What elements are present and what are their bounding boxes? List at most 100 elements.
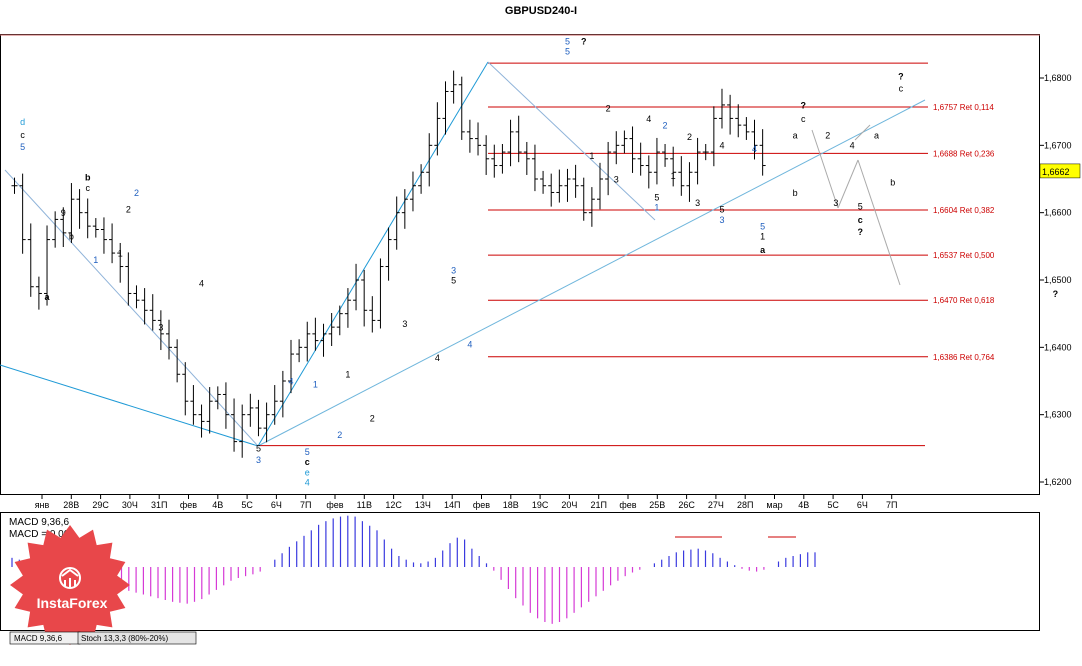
wave-label: 4 [719, 141, 724, 151]
ohlc-bar [710, 106, 717, 167]
ohlc-bar [458, 76, 465, 140]
ohlc-bar [466, 119, 473, 153]
wave-lines [0, 61, 926, 447]
wave-label: 2 [606, 104, 611, 114]
ohlc-bar [312, 317, 319, 351]
macd-value-label: MACD = 0,00 [9, 529, 70, 540]
ohlc-bar [239, 404, 246, 458]
wave-label: c [305, 457, 310, 467]
tab-stoch[interactable]: Stoch 13,3,3 (80%-20%) [81, 634, 168, 643]
ohlc-bar [613, 131, 620, 165]
ohlc-bar [231, 398, 238, 452]
ohlc-bar [174, 339, 181, 383]
ohlc-bar [247, 393, 254, 427]
wave-label: b [890, 178, 895, 188]
wave-label: 4 [850, 141, 855, 151]
ohlc-bar [702, 143, 709, 161]
wave-label: 1 [313, 380, 318, 390]
wave-line [257, 61, 489, 447]
fib-label: 1,6386 Ret 0,764 [933, 353, 995, 362]
time-tick-label: фев [180, 500, 197, 510]
ohlc-bar [385, 227, 392, 281]
time-tick-label: 5С [827, 500, 839, 510]
wave-line [0, 364, 259, 447]
fib-label: 1,6757 Ret 0,114 [933, 103, 994, 112]
ohlc-bar [344, 288, 351, 328]
time-tick-label: 21П [590, 500, 606, 510]
time-tick-label: 5С [241, 500, 253, 510]
ohlc-bar [450, 70, 457, 104]
ohlc-bar [393, 196, 400, 250]
ohlc-bar [605, 141, 612, 196]
time-tick-label: 31П [151, 500, 167, 510]
wave-label: 4 [435, 353, 440, 363]
ohlc-bar [11, 177, 18, 194]
tab-macd[interactable]: MACD 9,36,6 [14, 634, 63, 643]
macd-histogram [11, 515, 816, 624]
wave-label: 3 [614, 174, 619, 184]
ohlc-bar [100, 217, 107, 254]
time-axis: янв 28В 29С 30Ч 31П фев 4В 5С 6Ч 7П фев 11В 12С 13Ч 14… [35, 494, 897, 510]
ohlc-bar [133, 285, 140, 309]
ohlc-bar [377, 258, 384, 329]
wave-label: b [85, 172, 91, 182]
wave-label: 3 [256, 455, 261, 465]
ohlc-bar [556, 169, 563, 203]
wave-label: 9 [61, 208, 66, 218]
logo-emblem-icon [59, 567, 81, 589]
ohlc-bar [401, 189, 408, 229]
ohlc-bar [35, 276, 42, 310]
ohlc-bar [141, 288, 148, 325]
wave-label: 4 [305, 477, 310, 487]
wave-label: 1 [654, 203, 659, 213]
wave-line [857, 159, 901, 286]
ohlc-bar [190, 385, 197, 425]
ohlc-bar [531, 144, 538, 192]
price-tick-label: 1,6700 [1044, 140, 1072, 150]
ohlc-bar [361, 269, 368, 327]
wave-label: 1 [589, 151, 594, 161]
ohlc-bar [76, 189, 83, 229]
time-tick-label: 29С [92, 500, 109, 510]
time-tick-label: 13Ч [415, 500, 431, 510]
ohlc-bar [515, 115, 522, 163]
ohlc-bar [198, 404, 205, 438]
ohlc-bar [157, 310, 164, 351]
wave-line [4, 169, 259, 447]
ohlc-bar [328, 312, 335, 346]
fib-levels: 1,6757 Ret 0,114 1,6688 Ret 0,236 1,6604 R… [0, 34, 1040, 447]
ohlc-bar [222, 382, 229, 429]
ohlc-bar [125, 252, 132, 306]
ohlc-bar [304, 321, 311, 362]
time-tick-label: мар [766, 500, 782, 510]
wave-label: e [305, 467, 310, 477]
ohlc-bar [255, 399, 262, 437]
wave-label: 1 [760, 232, 765, 242]
wave-label: 4 [467, 339, 472, 349]
wave-label: 5 [719, 205, 724, 215]
time-tick-label: 6Ч [271, 500, 282, 510]
ohlc-bar [621, 130, 628, 154]
ohlc-bar [507, 119, 514, 167]
ohlc-bar [629, 126, 636, 173]
ohlc-bar [60, 207, 67, 248]
wave-label: 3 [402, 319, 407, 329]
instaforex-logo: InstaForex [10, 525, 130, 645]
wave-label: 2 [134, 188, 139, 198]
ohlc-bar [44, 225, 51, 306]
time-tick-label: 7П [886, 500, 897, 510]
ohlc-bar [279, 370, 286, 418]
ohlc-bar [653, 137, 660, 185]
wave-label: 4 [288, 376, 293, 386]
wave-label: 1 [671, 171, 676, 181]
wave-label: 5 [565, 46, 570, 56]
ohlc-bar [182, 362, 189, 416]
ohlc-bar [369, 296, 376, 333]
current-price-tag: 1,6662 [1039, 163, 1081, 179]
wave-label: b [69, 232, 74, 242]
wave-label: 3 [695, 198, 700, 208]
wave-label: c [801, 114, 806, 124]
ohlc-bar [117, 242, 124, 283]
ohlc-bar [678, 156, 685, 196]
time-tick-label: фев [619, 500, 636, 510]
